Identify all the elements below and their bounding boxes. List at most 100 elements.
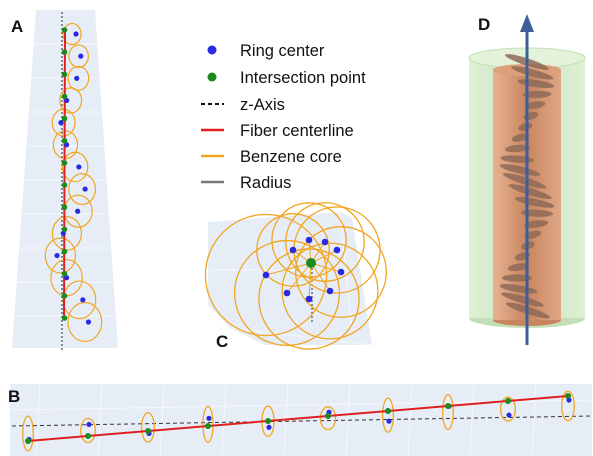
panel-b-intersection-point xyxy=(445,403,451,409)
panel-b-benzene-ring xyxy=(381,397,395,433)
panel-b-benzene-ring xyxy=(141,412,155,443)
panel-d-stacked-disk xyxy=(501,292,544,307)
legend-intersection-symbol xyxy=(207,72,217,82)
panel-a-intersection-point xyxy=(61,293,68,299)
panel-b-ring-center xyxy=(386,418,392,424)
panel-b-intersection-point xyxy=(325,413,331,419)
panel-d-stacked-disk xyxy=(501,274,533,282)
panel-b-benzene-ring xyxy=(319,406,337,431)
panel-a: A xyxy=(11,10,118,350)
panel-a-intersection-point xyxy=(61,71,68,78)
panel-a-ring-center xyxy=(54,252,60,259)
panel-a-benzene-ring xyxy=(68,173,97,206)
panel-b-fiber-centerline xyxy=(27,395,569,442)
panel-c-benzene-ring xyxy=(285,202,365,282)
panel-c-radius-line xyxy=(265,262,312,276)
panel-d-stacked-disk xyxy=(522,90,552,99)
panel-a-intersection-point xyxy=(61,115,68,122)
panel-a-intersection-point xyxy=(61,270,68,277)
legend-intersection-label: Intersection point xyxy=(240,69,366,87)
panel-c-ring-center xyxy=(326,287,334,295)
panel-c-ring-center xyxy=(305,295,313,303)
panel-b-rings xyxy=(22,390,575,452)
panel-c-benzene-ring xyxy=(204,213,328,337)
panel-d-stacked-disk xyxy=(520,209,554,217)
legend-ring-center-symbol xyxy=(207,45,217,55)
panel-b-intersection-point xyxy=(385,408,391,414)
panel-a-benzene-ring xyxy=(67,65,90,91)
panel-d-stacked-disk xyxy=(499,164,541,176)
panel-a-ring-center xyxy=(74,75,80,81)
panel-c-ring-center xyxy=(289,246,297,254)
panel-a-ring-center xyxy=(73,31,79,37)
panel-a-ring-center xyxy=(63,142,70,148)
panel-b-intersection-point xyxy=(265,418,271,424)
panel-b-intersection-point xyxy=(505,398,511,404)
panel-a-intersection-point xyxy=(61,182,68,188)
panel-a-intersection-point xyxy=(61,160,68,166)
legend-ring-center-label: Ring center xyxy=(240,42,325,60)
panel-d-arrow-head xyxy=(520,14,534,32)
panel-b-ring-center xyxy=(206,415,212,421)
legend-radius-label: Radius xyxy=(240,174,291,192)
panel-a-intersection-point xyxy=(61,49,68,55)
panel-b-label: B xyxy=(8,387,20,406)
panel-a-intersection-point xyxy=(61,204,68,211)
panel-a-benzene-ring xyxy=(68,44,89,68)
panel-c-ring-center xyxy=(337,268,345,276)
panel-b-ring-center xyxy=(86,421,92,428)
panel-b-grid-line xyxy=(35,383,41,456)
panel-c-ring-centers xyxy=(262,236,345,303)
legend-centerline-label: Fiber centerline xyxy=(240,122,354,140)
panel-c-ring-center xyxy=(262,271,270,279)
panel-b-benzene-ring xyxy=(561,390,575,422)
panel-b-grid-line xyxy=(531,383,537,456)
panel-b-intersection-point xyxy=(145,428,151,434)
panel-c-ring-center xyxy=(305,236,313,244)
panel-b-intersection-point xyxy=(565,393,571,399)
legend-z-axis-label: z-Axis xyxy=(240,96,285,114)
panel-c-radius-line xyxy=(286,262,312,294)
panel-d-stacked-disk xyxy=(524,230,542,239)
panel-a-intersection-point xyxy=(61,226,68,233)
panel-b-z-axis xyxy=(11,415,593,427)
panel-a-ring-center xyxy=(75,208,81,214)
panel-b-grid-line xyxy=(159,383,165,456)
panel-a-benzene-ring xyxy=(51,108,76,137)
panel-a-points xyxy=(54,27,92,325)
panel-b-intersection-point xyxy=(205,423,211,429)
panel-d-stacked-disk xyxy=(508,184,552,200)
panel-d-stacked-disk xyxy=(518,122,533,131)
panel-b-intersection-point xyxy=(25,438,31,444)
panel-a-benzene-ring xyxy=(62,22,82,46)
panel-a-ring-center xyxy=(64,97,70,104)
panel-d-stacked-disk xyxy=(504,144,530,153)
panel-c-radius-line xyxy=(310,262,342,273)
panel-a-ring-center xyxy=(58,120,64,126)
panel-d-stacked-disk xyxy=(502,173,547,189)
panel-b-benzene-ring xyxy=(499,396,517,422)
legend: Ring center Intersection point z-Axis Fi… xyxy=(201,42,366,192)
panel-b-ring-center xyxy=(506,412,512,418)
panel-a-intersection-point xyxy=(61,27,68,33)
panel-a-intersection-point xyxy=(61,248,68,255)
panel-a-intersection-point xyxy=(61,315,68,321)
panel-b-benzene-ring xyxy=(202,405,214,443)
panel-b-grid-line xyxy=(469,383,475,456)
panel-a-ring-center xyxy=(80,297,86,303)
panel-d: D xyxy=(468,14,586,345)
panel-a-benzene-ring xyxy=(61,151,89,183)
panel-a-intersection-point xyxy=(61,137,68,144)
panel-c-radius-line xyxy=(310,262,331,292)
panel-a-ring-center xyxy=(76,164,82,170)
panel-c-benzene-ring xyxy=(295,226,387,318)
panel-c: C xyxy=(204,202,387,351)
panel-d-stacked-disk xyxy=(507,263,530,272)
panel-b: B xyxy=(8,383,593,456)
panel-d-stacked-disk xyxy=(514,197,555,208)
panel-c-ring-center xyxy=(283,289,291,297)
panel-b-grid-line xyxy=(97,383,103,456)
panel-d-stacked-disk xyxy=(511,66,554,80)
panel-b-ring-center xyxy=(266,424,272,430)
